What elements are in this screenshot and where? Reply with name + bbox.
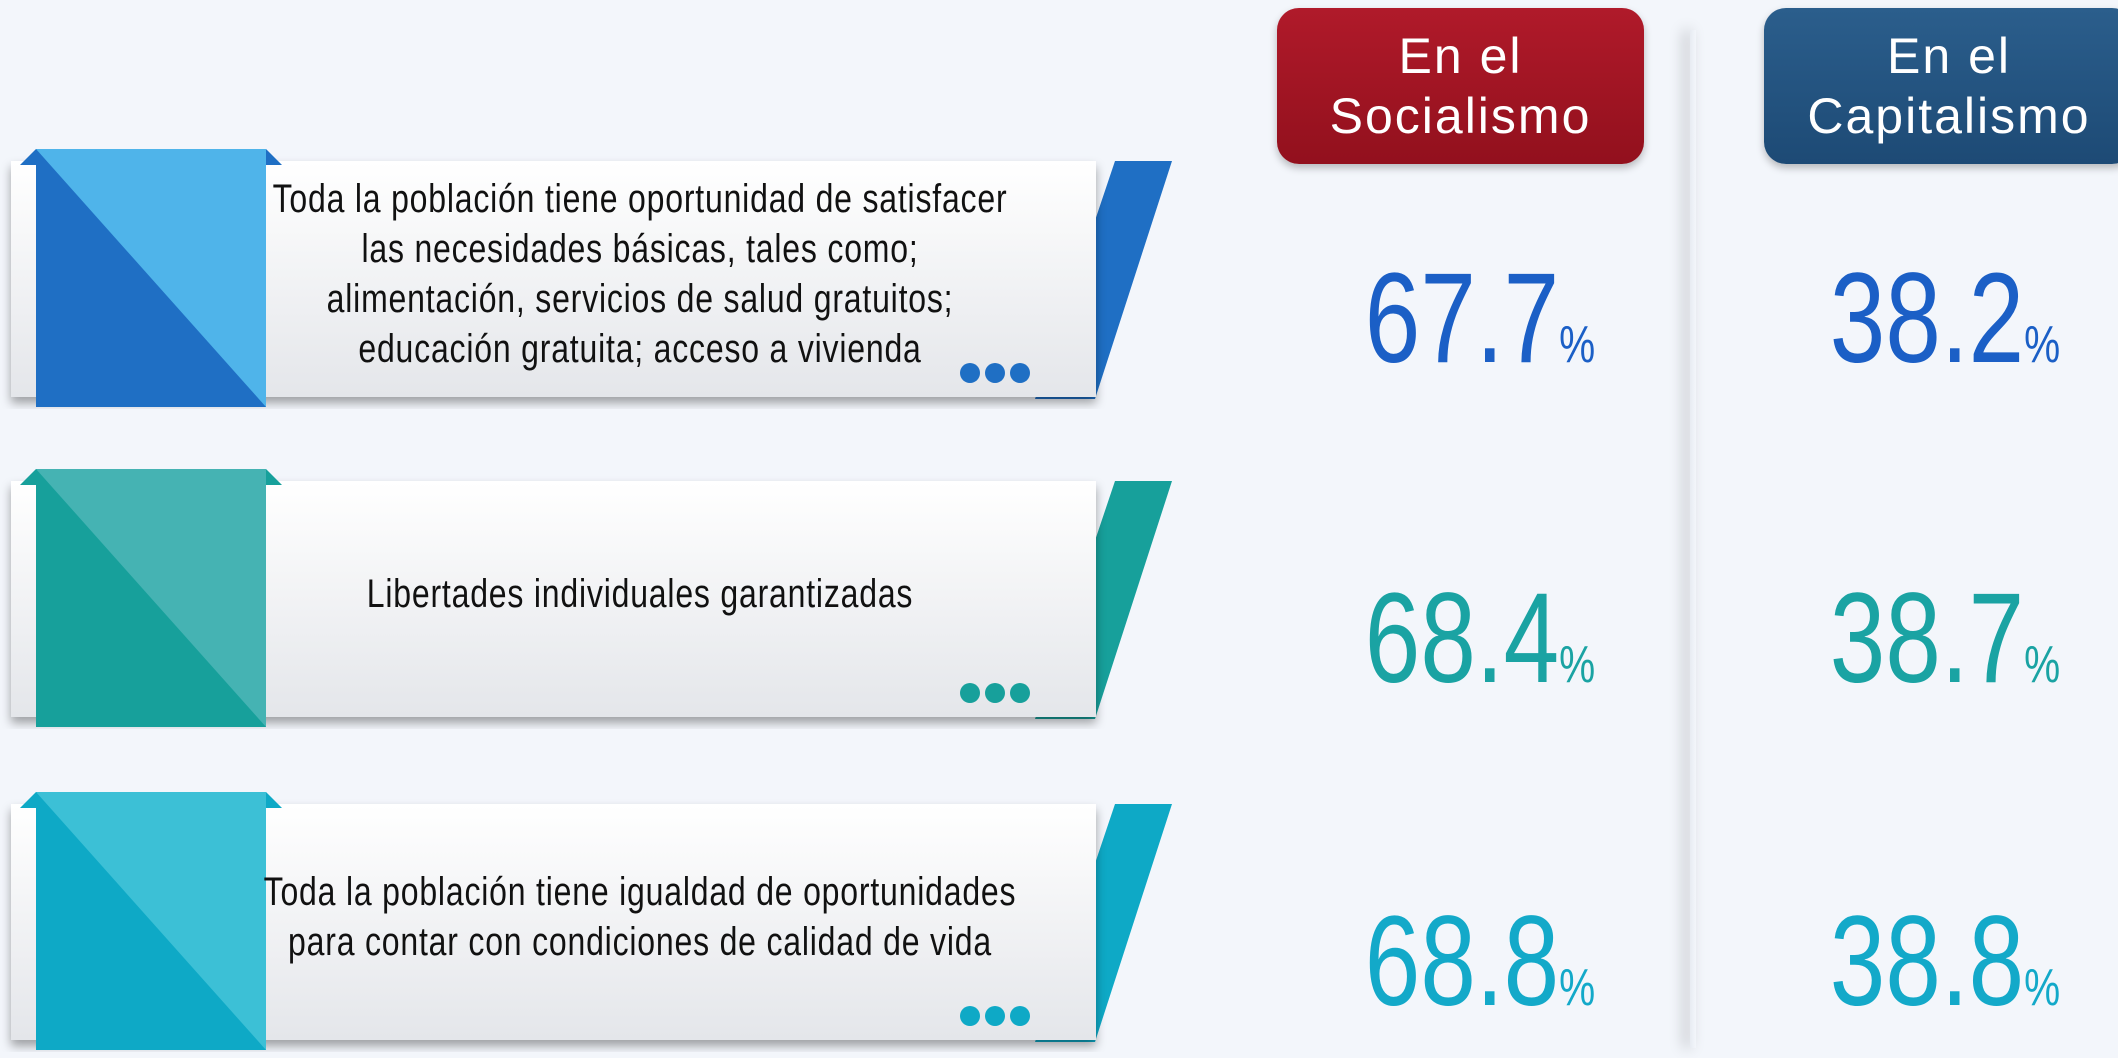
row: Toda la población tiene oportunidad de s… xyxy=(0,149,1200,409)
row: Toda la población tiene igualdad de opor… xyxy=(0,792,1200,1052)
dot xyxy=(985,1006,1005,1026)
dot xyxy=(985,683,1005,703)
ribbon xyxy=(11,469,1172,727)
row-text-box: Toda la población tiene igualdad de opor… xyxy=(260,792,1020,1042)
value: 38.2 xyxy=(1829,247,2025,390)
percentage: 38.2% xyxy=(1781,249,2109,415)
dot xyxy=(960,683,980,703)
value: 38.8 xyxy=(1829,890,2025,1033)
square-light xyxy=(36,792,266,1050)
dot xyxy=(985,363,1005,383)
square-light xyxy=(36,149,266,407)
header-socialismo: En el Socialismo xyxy=(1277,8,1644,164)
unit: % xyxy=(2024,316,2061,374)
row-text-box: Libertades individuales garantizadas xyxy=(260,469,1020,719)
percentage: 67.7% xyxy=(1316,249,1644,415)
unit: % xyxy=(2024,959,2061,1017)
dot xyxy=(1010,1006,1030,1026)
row-text: Toda la población tiene igualdad de opor… xyxy=(263,870,1017,964)
value: 68.8 xyxy=(1364,890,1560,1033)
ribbon xyxy=(11,792,1172,1050)
percentage: 38.7% xyxy=(1781,569,2109,735)
unit: % xyxy=(1559,959,1596,1017)
row-text: Libertades individuales garantizadas xyxy=(366,572,914,616)
dot xyxy=(1010,363,1030,383)
row: Libertades individuales garantizadas xyxy=(0,469,1200,729)
dot xyxy=(960,363,980,383)
square-light xyxy=(36,469,266,727)
value: 68.4 xyxy=(1364,567,1560,710)
value: 67.7 xyxy=(1364,247,1560,390)
divider xyxy=(1690,30,1696,1048)
percentage: 38.8% xyxy=(1781,892,2109,1058)
unit: % xyxy=(2024,636,2061,694)
unit: % xyxy=(1559,636,1596,694)
dot xyxy=(960,1006,980,1026)
unit: % xyxy=(1559,316,1596,374)
value: 38.7 xyxy=(1829,567,2025,710)
percentage: 68.8% xyxy=(1316,892,1644,1058)
ribbon xyxy=(11,149,1172,407)
row-text-box: Toda la población tiene oportunidad de s… xyxy=(260,149,1020,399)
header-capitalismo: En el Capitalismo xyxy=(1764,8,2118,164)
percentage: 68.4% xyxy=(1316,569,1644,735)
row-text: Toda la población tiene oportunidad de s… xyxy=(272,177,1008,371)
dot xyxy=(1010,683,1030,703)
